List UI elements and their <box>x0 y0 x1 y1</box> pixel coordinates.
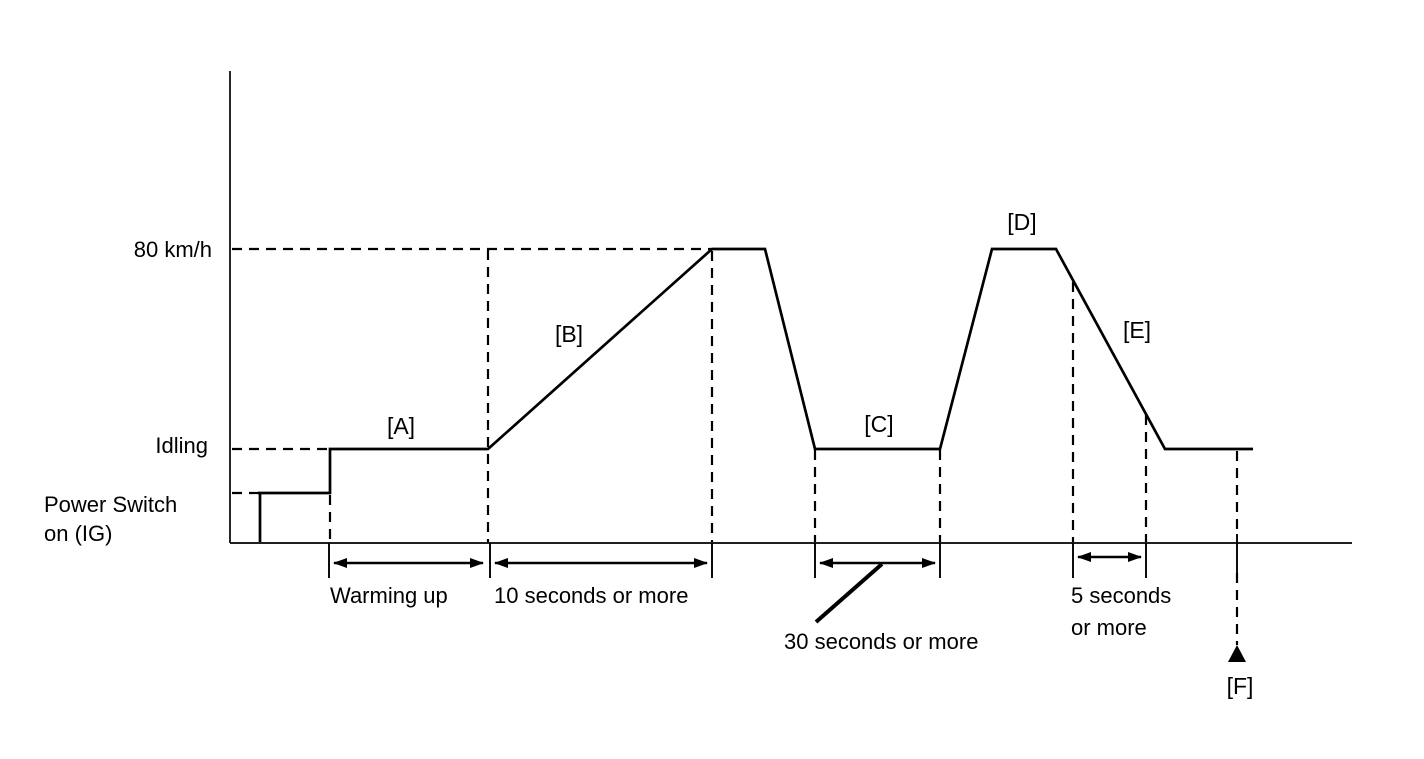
dimension-arrows <box>333 552 1142 568</box>
label-idling: Idling <box>155 433 208 458</box>
label-segment-a: [A] <box>387 413 415 439</box>
label-segment-e: [E] <box>1123 317 1151 343</box>
speed-trace-path <box>258 247 1253 542</box>
label-warming-up: Warming up <box>330 583 448 608</box>
label-segment-d: [D] <box>1007 209 1036 235</box>
label-80kmh: 80 km/h <box>134 237 212 262</box>
f-pointer-arrowhead-icon <box>1228 645 1246 662</box>
thirty-seconds-leader-line <box>814 562 884 624</box>
label-five-seconds-line2: or more <box>1071 615 1147 640</box>
label-power-switch-line2: on (IG) <box>44 521 112 546</box>
label-segment-c: [C] <box>864 411 893 437</box>
label-segment-f: [F] <box>1227 673 1254 699</box>
axis-ticks <box>328 534 1238 578</box>
dashed-reference-lines <box>232 247 1239 645</box>
label-five-seconds-line1: 5 seconds <box>1071 583 1171 608</box>
label-power-switch-line1: Power Switch <box>44 492 177 517</box>
label-thirty-seconds: 30 seconds or more <box>784 629 978 654</box>
axes <box>229 71 1352 544</box>
speed-trace <box>258 247 1253 542</box>
label-segment-b: [B] <box>555 321 583 347</box>
label-ten-seconds: 10 seconds or more <box>494 583 688 608</box>
